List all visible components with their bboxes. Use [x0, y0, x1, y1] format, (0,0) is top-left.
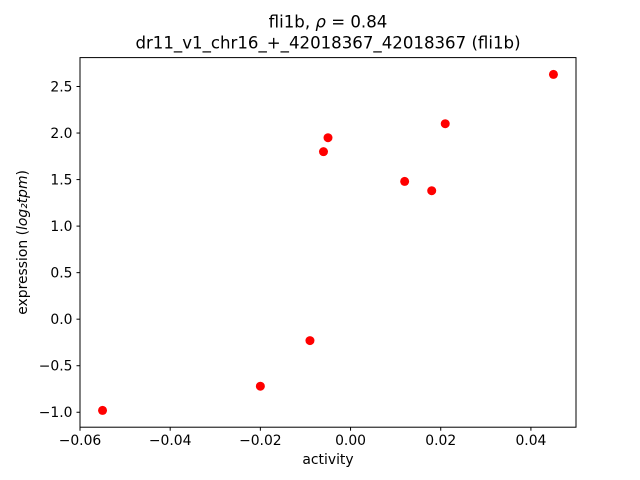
- scatter-points: [98, 69, 558, 415]
- axes-frame: [79, 57, 577, 428]
- data-point: [427, 186, 437, 196]
- chart-title-line1: fli1b, ρ = 0.84: [269, 13, 388, 32]
- y-tick-label: 1.5: [50, 172, 72, 188]
- y-tick-label: −0.5: [39, 359, 73, 375]
- data-point: [400, 176, 410, 186]
- y-axis-label: expression (log₂tpm): [15, 170, 31, 315]
- y-tick-label: 2.0: [50, 126, 72, 142]
- y-tick-label: 2.5: [50, 79, 72, 95]
- data-point: [548, 69, 558, 79]
- x-tick-label: 0.02: [425, 433, 456, 449]
- data-point: [318, 147, 328, 157]
- y-tick-label: 1.0: [50, 219, 72, 235]
- title-line1-post: = 0.84: [326, 13, 387, 32]
- y-tick-label: 0.5: [50, 265, 72, 281]
- data-point: [98, 405, 108, 415]
- data-point: [255, 381, 265, 391]
- data-point: [305, 336, 315, 346]
- axis-ticks: −0.06 −0.04 −0.02 0.00 0.02 0.04 −1.0 −0.5 0.0 0.…: [39, 79, 547, 449]
- x-tick-label: −0.06: [59, 433, 102, 449]
- data-point: [323, 133, 333, 143]
- ylabel-pre: expression (: [15, 230, 31, 315]
- data-point: [440, 119, 450, 129]
- title-line1-math: ρ: [315, 13, 326, 32]
- x-tick-label: 0.04: [515, 433, 546, 449]
- ylabel-math: log₂tpm: [15, 175, 31, 230]
- x-tick-label: 0.00: [335, 433, 366, 449]
- chart-title-line2: dr11_v1_chr16_+_42018367_42018367 (fli1b…: [135, 34, 520, 54]
- x-axis-label: activity: [302, 452, 353, 468]
- x-tick-label: −0.04: [149, 433, 192, 449]
- x-tick-label: −0.02: [239, 433, 282, 449]
- y-tick-label: 0.0: [50, 312, 72, 328]
- y-tick-label: −1.0: [39, 405, 73, 421]
- title-line1-pre: fli1b,: [269, 13, 316, 32]
- ylabel-post: ): [15, 170, 31, 175]
